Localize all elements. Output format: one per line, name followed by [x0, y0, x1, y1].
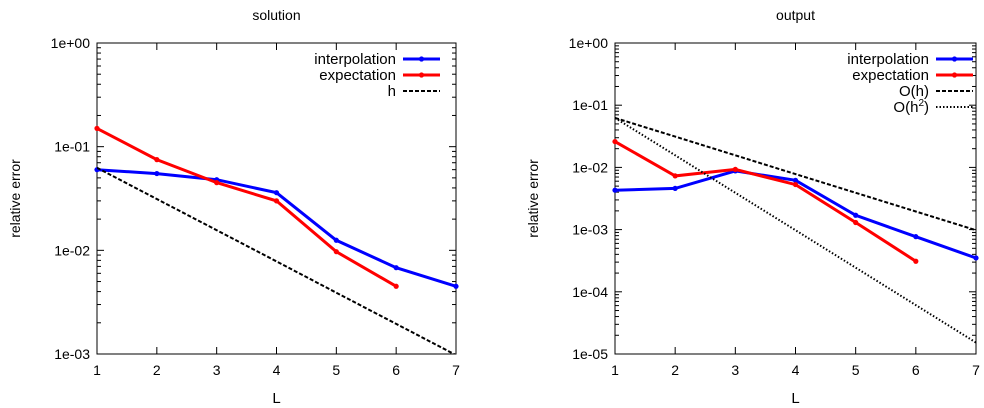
y-tick-label: 1e+00 [51, 35, 91, 51]
data-point-interpolation [853, 212, 859, 218]
x-tick-label: 5 [332, 362, 340, 378]
legend-label: expectation [319, 67, 396, 84]
legend-label: h [388, 83, 396, 100]
legend-label-tail: ) [924, 99, 929, 116]
x-tick-label: 2 [153, 362, 161, 378]
data-point-expectation [612, 138, 618, 145]
legend-label: interpolation [847, 51, 929, 68]
data-point-interpolation [154, 170, 160, 177]
y-axis-label: relative error [525, 159, 541, 238]
data-point-interpolation [453, 283, 459, 289]
legend-label: O(h2) [893, 98, 929, 116]
data-point-interpolation [973, 255, 979, 261]
series-line-O(h2) [615, 117, 976, 344]
legend-marker [951, 72, 958, 78]
x-tick-label: 6 [912, 362, 920, 378]
y-tick-label: 1e-03 [572, 222, 608, 238]
data-point-interpolation [792, 177, 799, 183]
legend-marker [951, 56, 958, 62]
data-point-interpolation [672, 185, 678, 191]
chart-title: solution [252, 7, 300, 23]
data-point-interpolation [273, 190, 280, 196]
y-tick-label: 1e-04 [572, 284, 608, 300]
data-point-expectation [913, 258, 919, 264]
data-point-interpolation [612, 187, 618, 193]
data-point-expectation [792, 181, 799, 188]
data-point-expectation [333, 249, 339, 255]
legend-label: expectation [852, 67, 929, 84]
series-line-expectation [615, 140, 917, 263]
legend-marker [418, 72, 425, 78]
x-axis-label: L [272, 390, 280, 407]
y-axis-label: relative error [7, 159, 23, 238]
data-point-expectation [672, 173, 678, 179]
x-tick-label: 4 [792, 362, 800, 378]
y-tick-label: 1e-03 [54, 346, 90, 362]
x-tick-label: 4 [273, 362, 281, 378]
legend-marker [418, 56, 425, 62]
x-tick-label: 3 [213, 362, 221, 378]
data-point-expectation [94, 125, 100, 132]
legend-label-base: O(h [893, 99, 918, 116]
chart-0: 1e-03 1e-02 1e-01 1e+00 1 2 3 4 5 6 7 solution Lrela… [7, 7, 460, 407]
data-point-interpolation [333, 237, 339, 243]
legend-label: O(h) [899, 83, 929, 100]
x-tick-label: 2 [671, 362, 679, 378]
data-point-expectation [393, 283, 399, 289]
data-point-expectation [214, 180, 220, 186]
data-point-expectation [273, 198, 280, 204]
x-tick-label: 1 [611, 362, 619, 378]
x-tick-label: 1 [93, 362, 101, 378]
x-tick-label: 6 [392, 362, 400, 378]
data-point-expectation [154, 157, 160, 163]
y-tick-label: 1e-01 [572, 97, 608, 113]
data-point-interpolation [393, 265, 399, 271]
series-line-h [97, 166, 456, 354]
x-tick-label: 7 [972, 362, 980, 378]
chart-title: output [776, 7, 815, 23]
chart-1: 1e-05 1e-04 1e-03 1e-02 1e-01 1e+00 1 2 3 4 5 6 7 out… [525, 7, 980, 407]
y-tick-label: 1e-05 [572, 346, 608, 362]
x-tick-label: 7 [452, 362, 460, 378]
series-line-interpolation [97, 168, 456, 288]
y-tick-label: 1e-02 [54, 242, 90, 258]
y-tick-label: 1e-02 [572, 159, 608, 175]
series-line-expectation [97, 127, 397, 288]
y-tick-label: 1e+00 [569, 35, 609, 51]
data-point-expectation [853, 219, 859, 226]
x-tick-label: 5 [852, 362, 860, 378]
x-axis-label: L [791, 390, 799, 407]
data-point-interpolation [913, 234, 919, 240]
series-line-O(h) [615, 116, 976, 232]
legend-label: interpolation [314, 51, 396, 68]
data-point-expectation [732, 166, 738, 172]
legend-label-sup: 2 [918, 98, 924, 109]
x-tick-label: 3 [731, 362, 739, 378]
y-tick-label: 1e-01 [54, 139, 90, 155]
